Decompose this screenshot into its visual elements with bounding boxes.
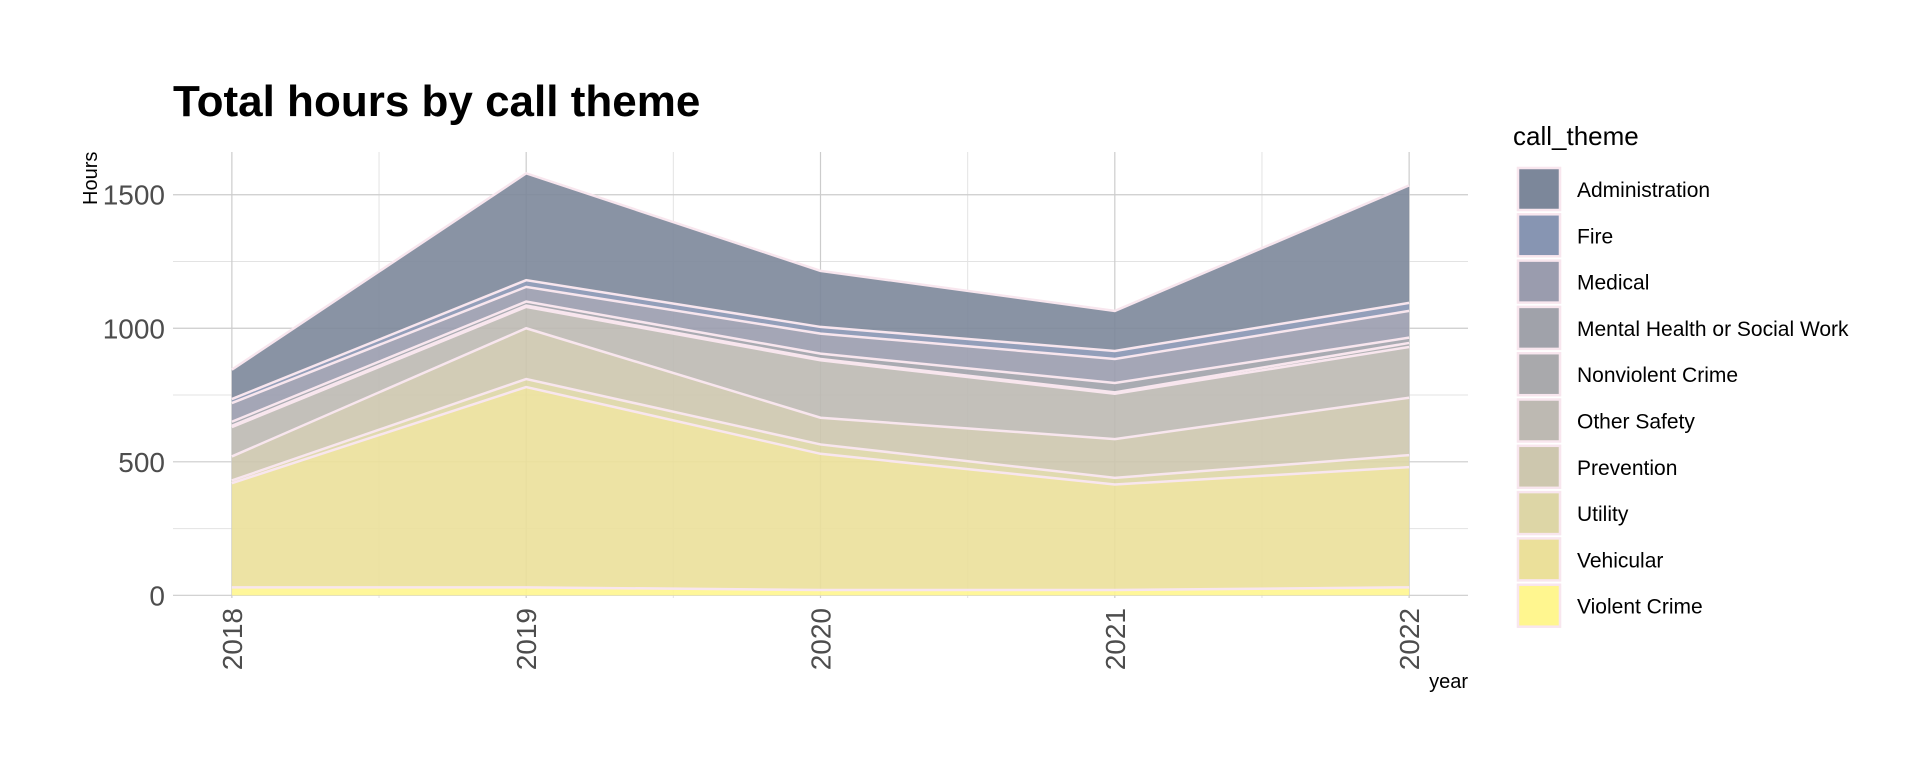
area-outline-utility	[231, 377, 1410, 482]
legend-label: Utility	[1577, 503, 1629, 526]
legend-swatch	[1516, 583, 1562, 628]
stacked-areas	[231, 171, 1410, 596]
area-prevention	[231, 328, 1410, 481]
area-violent-crime	[231, 587, 1410, 596]
y-axis-ticks: 0 500 1000 1500	[103, 180, 165, 612]
area-outline-nonviolent-crime	[231, 304, 1410, 427]
area-vehicular	[231, 387, 1410, 590]
area-outline-prevention	[231, 326, 1410, 458]
area-outline-administration	[231, 171, 1410, 371]
x-tick-label: 2022	[1394, 608, 1425, 670]
legend-label: Other Safety	[1577, 411, 1695, 434]
legend: call_theme Administration Fire Medical Ment…	[1513, 121, 1849, 628]
legend-label: Administration	[1577, 179, 1710, 202]
area-outline-mental-health-or-social-work	[231, 300, 1410, 423]
legend-swatch	[1516, 213, 1562, 258]
legend-swatch	[1516, 305, 1562, 351]
area-medical	[231, 286, 1410, 422]
legend-label: Vehicular	[1577, 549, 1663, 572]
x-axis-ticks: 2018 2019 2020 2021 2022	[217, 608, 1425, 670]
y-tick-label: 1500	[103, 180, 165, 211]
legend-label: Prevention	[1577, 457, 1677, 480]
x-tick-label: 2018	[217, 608, 248, 670]
x-tick-label: 2019	[511, 608, 542, 670]
area-outline-medical	[231, 285, 1410, 405]
y-tick-label: 0	[149, 580, 165, 611]
x-axis-label: year	[1429, 671, 1468, 693]
legend-swatch	[1516, 398, 1562, 443]
x-tick-label: 2021	[1100, 608, 1131, 670]
y-axis-label: Hours	[80, 152, 102, 205]
area-outline-fire	[231, 278, 1410, 401]
legend-label: Nonviolent Crime	[1577, 364, 1738, 387]
y-tick-label: 500	[118, 447, 165, 478]
area-outline-violent-crime	[231, 586, 1410, 592]
legend-label: Violent Crime	[1577, 596, 1703, 619]
legend-swatch	[1516, 166, 1562, 212]
legend-swatch	[1516, 444, 1562, 490]
chart-title: Total hours by call theme	[173, 77, 700, 126]
legend-swatch	[1516, 351, 1562, 397]
legend-swatch	[1516, 259, 1562, 304]
y-tick-label: 1000	[103, 313, 165, 344]
legend-label: Mental Health or Social Work	[1577, 318, 1849, 341]
legend-label: Medical	[1577, 272, 1649, 295]
x-tick-label: 2020	[806, 608, 837, 670]
legend-swatch	[1516, 537, 1562, 582]
area-outline-vehicular	[231, 385, 1410, 486]
legend-title: call_theme	[1513, 121, 1639, 151]
area-administration	[231, 173, 1410, 400]
area-other-safety	[231, 306, 1410, 457]
legend-swatch	[1516, 490, 1562, 536]
legend-label: Fire	[1577, 225, 1613, 248]
